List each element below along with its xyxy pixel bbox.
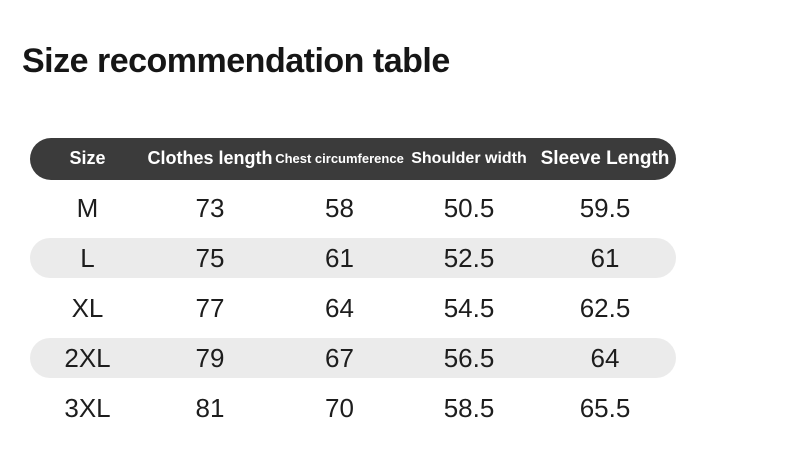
table-row-2xl: 2XL 79 67 56.5 64 — [30, 338, 676, 378]
cell-size: 3XL — [64, 393, 111, 423]
column-header-chest-circumference: Chest circumference — [275, 150, 404, 166]
cell-shoulder: 58.5 — [443, 393, 495, 423]
table-row-l: L 75 61 52.5 61 — [30, 238, 676, 278]
cell-sleeve: 59.5 — [579, 193, 631, 223]
cell-shoulder: 52.5 — [443, 243, 495, 273]
table-row-xl: XL 77 64 54.5 62.5 — [30, 283, 676, 333]
cell-size: M — [76, 193, 99, 223]
cell-clothes-length: 75 — [195, 243, 225, 273]
column-header-shoulder-width: Shoulder width — [411, 150, 527, 168]
cell-chest: 61 — [325, 243, 354, 273]
table-body: M 73 58 50.5 59.5 L 75 61 52.5 61 XL 77 … — [30, 183, 676, 433]
cell-clothes-length: 79 — [195, 343, 225, 373]
cell-shoulder: 50.5 — [443, 193, 495, 223]
column-header-sleeve-length: Sleeve Length — [540, 147, 670, 169]
cell-clothes-length: 73 — [195, 193, 225, 223]
cell-chest: 64 — [325, 293, 354, 323]
table-row-3xl: 3XL 81 70 58.5 65.5 — [30, 383, 676, 433]
cell-sleeve: 65.5 — [579, 393, 631, 423]
cell-size: 2XL — [64, 343, 111, 373]
cell-size: L — [80, 243, 95, 273]
cell-chest: 70 — [325, 393, 354, 423]
cell-size: XL — [71, 293, 104, 323]
page-title: Size recommendation table — [22, 42, 450, 80]
column-header-size: Size — [69, 148, 106, 169]
cell-shoulder: 54.5 — [443, 293, 495, 323]
size-table: Size Clothes length Chest circumference … — [30, 138, 676, 433]
cell-clothes-length: 81 — [195, 393, 225, 423]
cell-shoulder: 56.5 — [443, 343, 495, 373]
column-header-clothes-length: Clothes length — [147, 148, 273, 169]
table-header-row: Size Clothes length Chest circumference … — [30, 138, 676, 180]
cell-chest: 58 — [325, 193, 354, 223]
cell-sleeve: 61 — [590, 243, 620, 273]
cell-sleeve: 64 — [590, 343, 620, 373]
cell-chest: 67 — [325, 343, 354, 373]
table-row-m: M 73 58 50.5 59.5 — [30, 183, 676, 233]
cell-sleeve: 62.5 — [579, 293, 631, 323]
cell-clothes-length: 77 — [195, 293, 225, 323]
